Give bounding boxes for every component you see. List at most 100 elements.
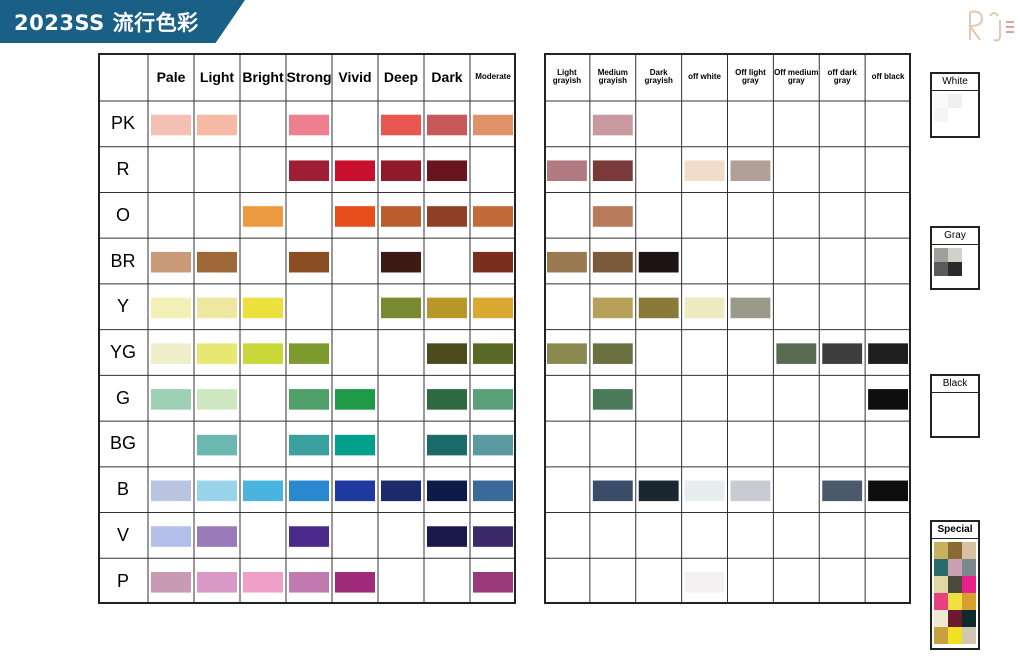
side-swatch	[962, 576, 976, 593]
color-swatch-b-off-light-gray	[730, 480, 771, 502]
row-header: BR	[110, 250, 136, 271]
color-swatch-bg-light	[197, 434, 237, 456]
color-swatch-yg-medium-grayish	[592, 343, 633, 364]
color-swatch-b-off-white	[684, 480, 725, 502]
right_grid-lines	[544, 53, 911, 604]
color-swatch-bg-vivid	[335, 434, 375, 456]
side-panel-label: Special	[932, 522, 978, 539]
color-swatch-br-light	[197, 251, 237, 273]
color-swatch-o-vivid	[335, 206, 375, 227]
color-swatch-pk-light	[197, 114, 237, 136]
column-header: Strong	[286, 68, 332, 85]
color-swatch-yg-off-dark-gray	[822, 343, 863, 364]
color-swatch-g-pale	[151, 389, 191, 410]
row-header: P	[116, 570, 129, 591]
color-swatch-y-bright	[243, 297, 283, 319]
color-swatch-yg-moderate	[473, 343, 513, 364]
color-swatch-yg-light-grayish	[547, 343, 587, 364]
side-swatch	[934, 593, 948, 610]
color-swatch-b-deep	[381, 480, 421, 502]
column-header: Moderate	[475, 71, 511, 81]
color-swatch-yg-dark	[427, 343, 467, 364]
color-swatch-v-pale	[151, 526, 191, 547]
color-swatch-bg-strong	[289, 434, 329, 456]
side-swatch	[948, 248, 962, 262]
side-swatch	[948, 610, 962, 627]
column-header: Vivid	[338, 68, 372, 85]
column-header: off dark gray	[827, 67, 857, 85]
color-swatch-pk-moderate	[473, 114, 513, 136]
side-swatch	[962, 627, 976, 644]
color-swatch-o-medium-grayish	[592, 206, 633, 227]
side-swatch	[934, 248, 948, 262]
column-header: Dark	[431, 68, 463, 85]
color-swatch-yg-off-medium-gray	[776, 343, 817, 364]
side-panel-special: Special	[930, 520, 980, 650]
color-swatch-b-pale	[151, 480, 191, 502]
side-swatch	[948, 542, 962, 559]
row-header: BG	[109, 433, 136, 454]
color-swatch-br-light-grayish	[547, 251, 587, 273]
side-swatch	[934, 627, 948, 644]
row-header: Y	[116, 296, 129, 317]
color-swatch-bg-dark	[427, 434, 467, 456]
color-swatch-g-light	[197, 389, 237, 410]
left_grid-lines	[98, 53, 516, 604]
color-swatch-yg-pale	[151, 343, 191, 364]
side-swatch	[934, 610, 948, 627]
side-swatch	[934, 108, 948, 122]
side-swatch	[948, 559, 962, 576]
side-panel-gray: Gray	[930, 226, 980, 290]
color-swatch-b-strong	[289, 480, 329, 502]
column-header: Light grayish	[552, 67, 582, 85]
side-swatch	[934, 262, 948, 276]
column-header: Dark grayish	[644, 67, 673, 85]
color-swatch-p-pale	[151, 571, 191, 593]
side-swatch	[948, 576, 962, 593]
color-swatch-br-moderate	[473, 251, 513, 273]
side-panel-white: White	[930, 72, 980, 138]
side-swatch	[962, 610, 976, 627]
color-swatch-g-medium-grayish	[592, 389, 633, 410]
color-swatch-p-vivid	[335, 571, 375, 593]
color-swatch-y-light	[197, 297, 237, 319]
side-swatch	[948, 94, 962, 108]
side-swatch	[934, 576, 948, 593]
color-swatch-y-pale	[151, 297, 191, 319]
color-swatch-yg-strong	[289, 343, 329, 364]
right-grayish-grid: Light grayish Medium grayish Dark grayish o…	[544, 53, 911, 604]
color-swatch-p-off-white	[684, 571, 725, 593]
column-header: Off light gray	[735, 67, 766, 85]
color-swatch-br-pale	[151, 251, 191, 273]
color-swatch-v-strong	[289, 526, 329, 547]
color-swatch-b-medium-grayish	[592, 480, 633, 502]
color-swatch-o-deep	[381, 206, 421, 227]
row-header: PK	[110, 113, 135, 134]
color-swatch-pk-strong	[289, 114, 329, 136]
color-swatch-o-dark	[427, 206, 467, 227]
color-swatch-pk-dark	[427, 114, 467, 136]
color-swatch-r-deep	[381, 160, 421, 182]
side-swatch	[962, 559, 976, 576]
color-swatch-bg-moderate	[473, 434, 513, 456]
color-swatch-yg-bright	[243, 343, 283, 364]
column-header: Light	[199, 68, 235, 85]
color-swatch-pk-medium-grayish	[592, 114, 633, 136]
color-swatch-g-strong	[289, 389, 329, 410]
page-title: 2023SS 流行色彩	[14, 11, 199, 35]
color-swatch-p-bright	[243, 571, 283, 593]
column-header: Deep	[383, 68, 419, 85]
color-swatch-v-dark	[427, 526, 467, 547]
color-swatch-b-dark-grayish	[638, 480, 679, 502]
side-swatch	[934, 94, 948, 108]
color-swatch-o-bright	[243, 206, 283, 227]
side-panel-label: White	[932, 74, 978, 91]
color-swatch-r-dark	[427, 160, 467, 182]
column-header: Medium grayish	[597, 67, 628, 85]
color-swatch-y-dark-grayish	[638, 297, 679, 319]
color-swatch-br-medium-grayish	[592, 251, 633, 273]
color-swatch-br-dark-grayish	[638, 251, 679, 273]
row-header: V	[116, 524, 129, 545]
row-header: G	[115, 387, 130, 408]
color-swatch-b-off-black	[868, 480, 908, 502]
